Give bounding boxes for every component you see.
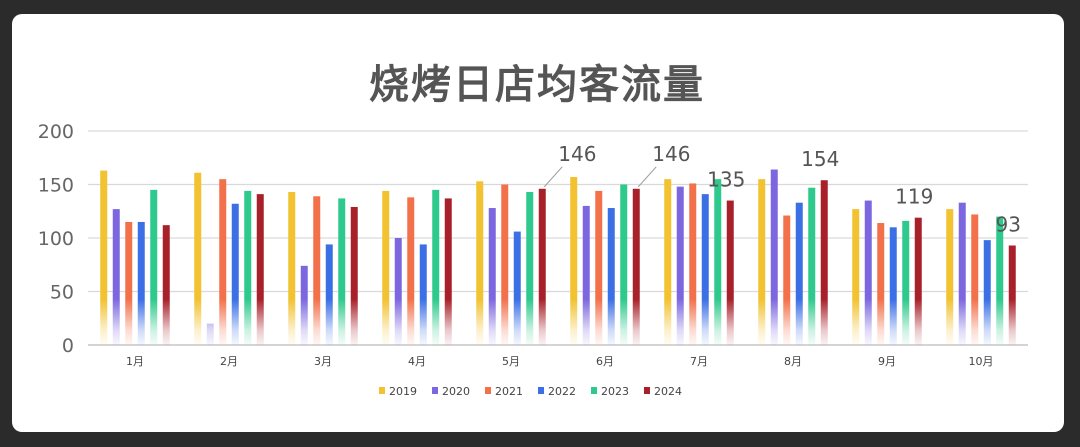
- bar-2019-5: [476, 181, 484, 345]
- bar-2024-1: [162, 225, 170, 345]
- legend-label: 2021: [495, 385, 523, 398]
- legend-label: 2022: [548, 385, 576, 398]
- bar-2020-8: [770, 169, 778, 345]
- bar-2023-8: [808, 187, 816, 345]
- bar-2021-2: [219, 179, 227, 345]
- bar-2023-5: [526, 191, 534, 345]
- bar-2019-4: [382, 190, 390, 345]
- bar-2024-6: [632, 188, 640, 345]
- bar-2024-8: [820, 180, 828, 345]
- bar-chart: 1月 2月 3月 4月 5月 6月 7月 8月 9月 10月 0 50 100 150 200 146 14…: [38, 121, 1028, 398]
- bar-2022-2: [231, 203, 239, 345]
- data-label: 146: [652, 142, 690, 166]
- legend-swatch: [591, 387, 597, 394]
- bar-2020-6: [582, 205, 590, 345]
- bar-2019-8: [758, 179, 766, 345]
- bar-2021-1: [125, 221, 133, 345]
- bar-2023-7: [714, 179, 722, 345]
- y-tick-label: 100: [38, 228, 74, 250]
- x-tick-label: 1月: [126, 355, 144, 368]
- bar-2019-1: [100, 170, 108, 345]
- bar-2024-9: [914, 217, 922, 345]
- data-label: 93: [996, 212, 1021, 236]
- bar-2022-1: [137, 221, 145, 345]
- legend-label: 2023: [601, 385, 629, 398]
- bar-2019-7: [664, 179, 672, 345]
- x-tick-label: 4月: [408, 355, 426, 368]
- bar-2023-10: [996, 216, 1004, 345]
- legend-swatch: [538, 387, 544, 394]
- bar-2020-3: [300, 265, 308, 345]
- legend-swatch: [644, 387, 650, 394]
- bar-2024-10: [1008, 245, 1016, 345]
- bar-2022-6: [607, 208, 615, 345]
- bar-2022-4: [419, 244, 427, 345]
- bar-2019-3: [288, 191, 296, 345]
- legend-label: 2019: [389, 385, 417, 398]
- annotation-leader: [543, 166, 563, 188]
- bar-2021-5: [501, 184, 509, 345]
- legend-swatch: [379, 387, 385, 394]
- bar-2023-2: [244, 190, 252, 345]
- legend-label: 2024: [654, 385, 682, 398]
- bar-2024-7: [726, 200, 734, 345]
- x-tick-label: 8月: [784, 355, 802, 368]
- x-tick-label: 7月: [690, 355, 708, 368]
- bar-2023-6: [620, 184, 628, 345]
- bar-2022-9: [889, 227, 897, 345]
- data-label: 146: [558, 142, 596, 166]
- bar-2019-10: [946, 209, 954, 345]
- y-tick-label: 0: [62, 335, 74, 357]
- bar-2020-5: [488, 208, 496, 345]
- data-label: 135: [707, 168, 745, 192]
- bar-2022-7: [701, 194, 709, 345]
- x-tick-label: 2月: [220, 355, 238, 368]
- y-tick-label: 50: [50, 282, 74, 304]
- data-label: 154: [801, 147, 839, 171]
- bar-2020-2: [206, 323, 214, 345]
- bar-2020-7: [676, 186, 684, 345]
- y-tick-label: 200: [38, 121, 74, 143]
- bar-2021-10: [971, 214, 979, 345]
- bar-2024-3: [350, 206, 358, 345]
- bar-2024-4: [444, 198, 452, 345]
- bar-2023-4: [432, 189, 440, 345]
- x-tick-label: 5月: [502, 355, 520, 368]
- bar-2020-4: [394, 238, 402, 345]
- data-label: 119: [895, 185, 933, 209]
- x-tick-label: 9月: [878, 355, 896, 368]
- bar-2021-7: [689, 183, 697, 345]
- bar-2019-6: [570, 177, 578, 345]
- x-tick-label: 3月: [314, 355, 332, 368]
- legend-swatch: [485, 387, 491, 394]
- bar-2023-1: [150, 189, 158, 345]
- bar-2023-9: [902, 220, 910, 345]
- annotation-leader: [637, 166, 657, 188]
- legend-label: 2020: [442, 385, 470, 398]
- bar-2022-10: [983, 240, 991, 345]
- bar-2022-3: [325, 244, 333, 345]
- bar-2021-3: [313, 196, 321, 345]
- x-tick-label: 10月: [969, 355, 994, 368]
- bar-2021-8: [783, 215, 791, 345]
- bar-2024-5: [538, 188, 546, 345]
- chart-frame: 烧烤日店均客流量 1月 2月 3月 4月 5月 6月 7月 8月 9月 10月 0 50 100 150…: [12, 14, 1064, 432]
- bar-2020-1: [112, 209, 120, 345]
- legend-swatch: [432, 387, 438, 394]
- bar-2020-9: [864, 200, 872, 345]
- chart-title: 烧烤日店均客流量: [369, 62, 705, 108]
- bar-2022-8: [795, 202, 803, 345]
- bar-2023-3: [338, 198, 346, 345]
- bar-2024-2: [256, 194, 264, 345]
- bar-2021-9: [877, 223, 885, 345]
- bar-2020-10: [958, 202, 966, 345]
- bar-2022-5: [513, 231, 521, 345]
- bar-2021-6: [595, 190, 603, 345]
- bar-2021-4: [407, 197, 415, 345]
- y-tick-label: 150: [38, 175, 74, 197]
- bar-2019-9: [852, 209, 860, 345]
- x-tick-label: 6月: [596, 355, 614, 368]
- bar-2019-2: [194, 172, 202, 345]
